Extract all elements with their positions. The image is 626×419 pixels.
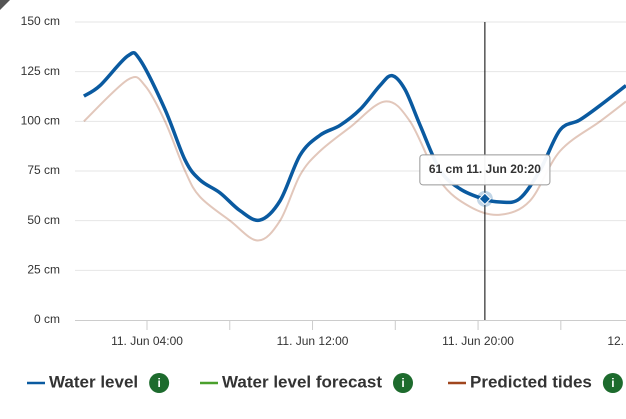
- info-icon[interactable]: [393, 373, 413, 393]
- tooltip: 61 cm 11. Jun 20:20: [419, 154, 551, 186]
- tooltip-text: 61 cm 11. Jun 20:20: [429, 162, 541, 176]
- series-line: [82, 51, 626, 223]
- legend-label: Water level forecast: [222, 372, 382, 391]
- y-tick-label: 150 cm: [21, 14, 60, 28]
- info-icon-label: i: [611, 376, 614, 390]
- y-tick-label: 125 cm: [21, 64, 60, 78]
- y-tick-label: 25 cm: [27, 263, 60, 277]
- x-tick-label: 11. Jun 20:00: [442, 334, 514, 348]
- info-icon[interactable]: [602, 373, 623, 393]
- x-tick-label: 11. Jun 12:00: [277, 334, 349, 348]
- y-tick-label: 0 cm: [34, 312, 60, 326]
- y-tick-label: 100 cm: [21, 114, 60, 128]
- y-tick-label: 75 cm: [27, 163, 60, 177]
- legend-label: Predicted tides: [470, 372, 592, 391]
- info-icon-label: i: [401, 376, 404, 390]
- info-icon[interactable]: [149, 373, 170, 393]
- hover-marker: [478, 192, 492, 206]
- x-tick-label: 12.: [607, 334, 624, 348]
- cursor: [0, 0, 10, 10]
- series-line: [83, 76, 626, 242]
- info-icon-label: i: [157, 376, 160, 390]
- legend-label: Water level: [49, 372, 138, 391]
- y-tick-label: 50 cm: [27, 213, 60, 227]
- tooltip-box: [419, 154, 551, 186]
- x-tick-label: 11. Jun 04:00: [111, 334, 183, 348]
